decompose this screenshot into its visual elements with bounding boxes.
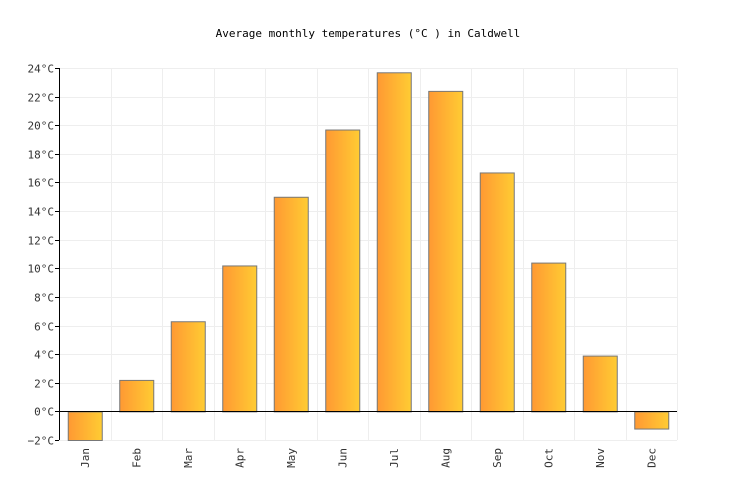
bar-mar [170, 321, 206, 413]
y-tick-label: 24°C [28, 63, 55, 76]
bar-dec [634, 411, 670, 430]
bar-sep [479, 172, 515, 413]
y-axis-ticks: −2°C 0°C 2°C 4°C 6°C 8°C 10°C 12°C 14°C 16°C 18°C 2… [28, 63, 677, 448]
x-tick-label: Mar [182, 448, 195, 468]
chart-title: Average monthly temperatures (°C ) in Ca… [216, 27, 521, 40]
bars [67, 72, 670, 441]
y-tick-label: 12°C [28, 235, 55, 248]
x-tick-label: Feb [130, 448, 143, 468]
x-axis-ticks: Jan Feb Mar Apr May Jun Jul Aug Sep Oct Nov Dec [79, 448, 659, 468]
x-tick-label: Apr [233, 448, 246, 468]
y-tick-label: 8°C [34, 292, 54, 305]
x-tick-label: Dec [645, 448, 658, 468]
y-tick-label: 0°C [34, 406, 54, 419]
bar-aug [428, 90, 464, 413]
x-tick-label: Oct [542, 448, 555, 468]
bar-nov [582, 355, 618, 413]
y-tick-label: 20°C [28, 120, 55, 133]
y-tick-label: −2°C [28, 435, 55, 448]
grid [59, 68, 678, 441]
x-tick-label: Jul [388, 448, 401, 468]
y-tick-label: 18°C [28, 149, 55, 162]
x-tick-label: Nov [594, 448, 607, 468]
x-tick-label: Aug [439, 448, 452, 468]
y-tick-label: 22°C [28, 92, 55, 105]
bar-jan [67, 411, 103, 441]
bar-apr [222, 265, 258, 413]
bar-may [273, 196, 309, 413]
y-tick-label: 14°C [28, 206, 55, 219]
bar-jul [376, 72, 412, 413]
y-tick-label: 2°C [34, 378, 54, 391]
y-tick-label: 6°C [34, 321, 54, 334]
x-tick-label: Sep [491, 448, 504, 468]
bar-oct [531, 262, 567, 413]
x-tick-label: Jun [336, 448, 349, 468]
bar-feb [119, 379, 155, 413]
x-tick-label: May [285, 448, 298, 468]
y-tick-label: 4°C [34, 349, 54, 362]
bar-jun [325, 129, 361, 413]
x-tick-label: Jan [79, 448, 92, 468]
y-tick-label: 10°C [28, 263, 55, 276]
y-tick-label: 16°C [28, 177, 55, 190]
